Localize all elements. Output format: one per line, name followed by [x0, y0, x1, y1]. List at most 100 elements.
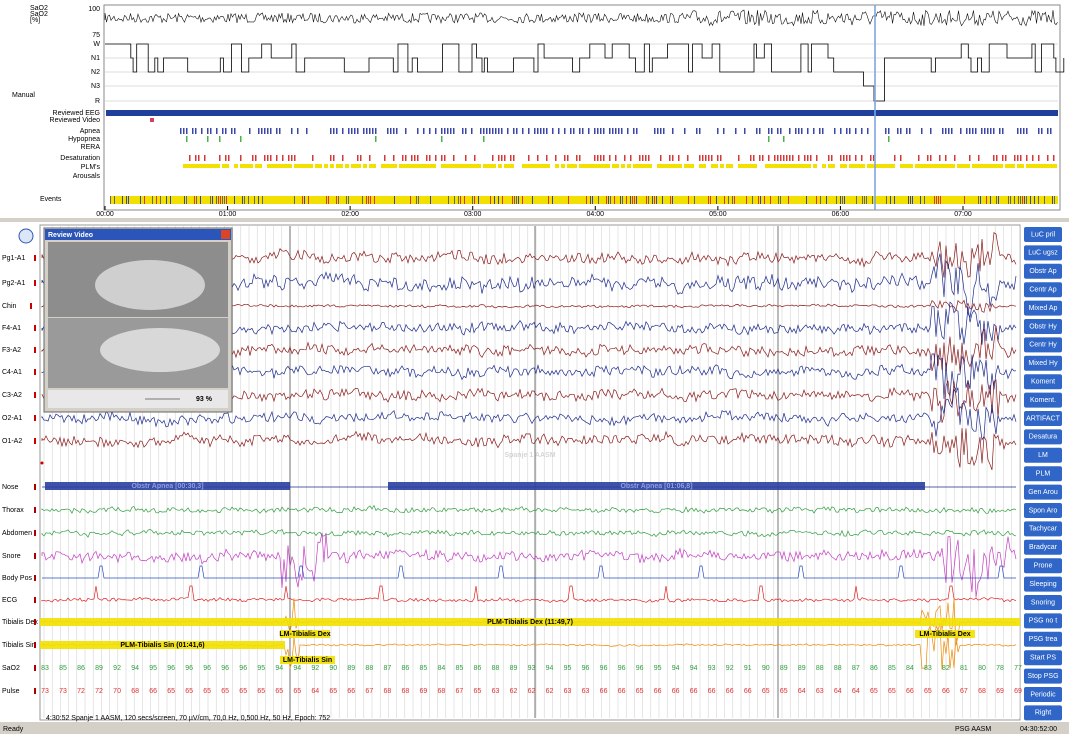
- event-tick: [630, 155, 632, 161]
- event-tick: [588, 128, 590, 134]
- events-tick: [416, 196, 417, 204]
- events-tick: [996, 196, 997, 204]
- events-tick: [302, 196, 303, 204]
- events-tick: [694, 196, 695, 204]
- event-tick: [561, 164, 565, 168]
- event-tick: [756, 128, 758, 134]
- event-tick: [834, 128, 836, 134]
- event-tick: [930, 155, 932, 161]
- event-tick: [306, 128, 308, 134]
- pulse-value: 72: [77, 688, 85, 695]
- config-button[interactable]: [19, 229, 33, 243]
- events-tick: [262, 196, 263, 204]
- sao2-value: 92: [726, 665, 734, 672]
- event-tick: [633, 128, 635, 134]
- event-tick: [993, 155, 995, 161]
- event-tick: [768, 136, 770, 142]
- events-tick: [998, 196, 999, 204]
- events-tick: [1008, 196, 1009, 204]
- events-tick: [864, 196, 865, 204]
- events-tick: [1022, 196, 1023, 204]
- event-tick: [363, 164, 367, 168]
- event-tick: [198, 155, 200, 161]
- channel-label: Body Pos: [2, 575, 32, 582]
- channel-marker: [30, 303, 32, 309]
- event-tick: [813, 128, 815, 134]
- events-tick: [656, 196, 657, 204]
- event-tick: [822, 128, 824, 134]
- sao2-value: 83: [41, 665, 49, 672]
- events-tick: [516, 196, 517, 204]
- event-tick: [1017, 128, 1019, 134]
- event-tick: [1002, 155, 1004, 161]
- events-tick: [620, 196, 621, 204]
- sao2-value: 96: [636, 665, 644, 672]
- sao2-value: 87: [852, 665, 860, 672]
- events-tick: [494, 196, 495, 204]
- psg-window: Pg1-A1Pg2-A1ChinF4-A1F3-A2C4-A1C3-A2O2-A…: [0, 0, 1069, 734]
- video-close[interactable]: [221, 230, 230, 239]
- side-button-label: Sleeping: [1029, 581, 1056, 588]
- events-tick: [254, 196, 255, 204]
- events-tick: [548, 196, 549, 204]
- event-tick: [717, 155, 719, 161]
- time-tick-label: 05:00: [709, 211, 727, 218]
- event-tick: [1026, 128, 1028, 134]
- events-tick: [826, 196, 827, 204]
- event-tick: [180, 128, 182, 134]
- side-button-label: Right: [1035, 710, 1051, 717]
- event-tick: [657, 128, 659, 134]
- channel-marker: [34, 347, 36, 353]
- channel-marker: [34, 392, 36, 398]
- event-tick: [483, 128, 485, 134]
- event-tick: [714, 164, 718, 168]
- event-tick: [708, 155, 710, 161]
- event-tick: [627, 164, 631, 168]
- events-tick: [338, 196, 339, 204]
- events-tick: [630, 196, 631, 204]
- event-tick: [795, 128, 797, 134]
- events-tick: [464, 196, 465, 204]
- event-tick: [831, 155, 833, 161]
- event-tick: [921, 128, 923, 134]
- event-tick: [648, 155, 650, 161]
- event-tick: [885, 128, 887, 134]
- event-tick: [276, 155, 278, 161]
- events-tick: [410, 196, 411, 204]
- events-tick: [586, 196, 587, 204]
- event-tick: [219, 136, 221, 142]
- event-tick: [843, 155, 845, 161]
- events-tick: [636, 196, 637, 204]
- event-tick: [453, 128, 455, 134]
- events-tick: [734, 196, 735, 204]
- event-tick: [354, 128, 356, 134]
- event-tick: [417, 155, 419, 161]
- events-tick: [328, 196, 329, 204]
- sao2-value: 95: [149, 665, 157, 672]
- channel-label: O1-A2: [2, 438, 22, 445]
- event-tick: [642, 155, 644, 161]
- side-button-label: Obstr Hy: [1029, 323, 1057, 330]
- side-button-label: Mixed Ap: [1029, 305, 1058, 312]
- event-row-label: PLM's: [81, 164, 101, 171]
- events-tick: [758, 196, 759, 204]
- pulse-value: 73: [59, 688, 67, 695]
- event-tick: [900, 155, 902, 161]
- event-row-label: Arousals: [73, 173, 101, 180]
- events-tick: [194, 196, 195, 204]
- event-tick: [258, 164, 262, 168]
- pulse-value: 65: [239, 688, 247, 695]
- event-tick: [225, 128, 227, 134]
- event-tick: [1023, 128, 1025, 134]
- event-tick: [789, 128, 791, 134]
- events-tick: [1010, 196, 1011, 204]
- event-tick: [762, 155, 764, 161]
- event-tick: [684, 128, 686, 134]
- events-tick: [186, 196, 187, 204]
- sao2-value: 95: [257, 665, 265, 672]
- event-tick: [930, 128, 932, 134]
- event-tick: [1005, 155, 1007, 161]
- events-tick: [348, 196, 349, 204]
- pulse-value: 66: [690, 688, 698, 695]
- event-tick: [234, 128, 236, 134]
